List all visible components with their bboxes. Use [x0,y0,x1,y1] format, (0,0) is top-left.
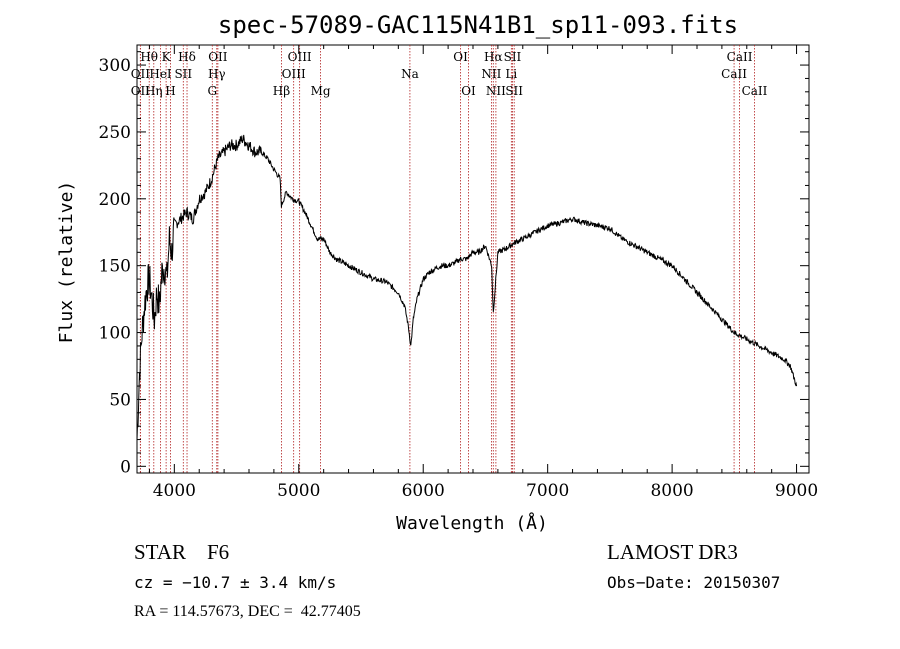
line-label-5: Hη [145,84,163,98]
line-label-15: Mg [311,84,331,98]
line-label-20: NII [481,67,501,81]
x-tick-label-1: 5000 [277,481,320,501]
line-label-22: SII [504,50,522,64]
spectral-line-labels: Hθ OII OII K HeI Hη Hδ SII H OII Hγ G Hβ OIII OIII Mg Na… [131,50,768,98]
line-label-21: NII [486,84,506,98]
x-tick-label-2: 6000 [402,481,445,501]
x-axis-ticks: 4000 5000 6000 7000 8000 9000 [148,45,818,501]
line-label-1: OII [131,67,151,81]
line-label-26: CaII [721,67,747,81]
object-class: STAR F6 [134,540,230,564]
line-label-23: Li [505,67,517,81]
line-label-18: OI [461,84,476,98]
line-label-8: H [165,84,175,98]
x-tick-label-4: 8000 [650,481,693,501]
line-label-13: OIII [288,50,312,64]
y-tick-label-6: 300 [99,56,131,76]
line-label-0: Hθ [140,50,158,64]
coordinates: RA = 114.57673, DEC = 42.77405 [134,603,361,620]
observation-date: Obs−Date: 20150307 [607,573,781,592]
x-tick-label-3: 7000 [526,481,569,501]
y-tick-label-0: 0 [120,457,131,477]
line-label-9: OII [208,50,228,64]
line-label-11: G [207,84,217,98]
line-label-6: Hδ [178,50,196,64]
line-label-10: Hγ [208,67,226,81]
y-tick-label-4: 200 [99,190,131,210]
line-label-24: SII [505,84,523,98]
line-label-2: OII [131,84,151,98]
y-tick-label-2: 100 [99,324,131,344]
x-tick-label-5: 9000 [775,481,818,501]
line-label-14: OIII [282,67,306,81]
plot-frame [136,44,810,474]
x-axis-label: Wavelength (Å) [396,512,548,534]
redshift-cz: cz = −10.7 ± 3.4 km/s [134,573,337,592]
line-label-25: CaII [727,50,753,64]
line-label-4: HeI [149,67,172,81]
survey-name: LAMOST DR3 [607,540,738,564]
y-tick-label-3: 150 [99,257,131,277]
y-axis-ticks: 0 50 100 150 200 250 300 [99,51,809,477]
chart-title: spec-57089-GAC115N41B1_sp11-093.fits [218,11,738,39]
x-tick-label-0: 4000 [153,481,196,501]
line-label-16: Na [401,67,419,81]
y-tick-label-1: 50 [109,390,131,410]
line-label-3: K [162,50,172,64]
line-label-12: Hβ [273,84,290,98]
y-axis-label: Flux (relative) [56,181,77,344]
spectrum-series-line [136,134,798,440]
line-label-27: CaII [742,84,768,98]
line-label-7: SII [174,67,192,81]
line-label-17: OI [453,50,468,64]
line-label-19: Hα [484,50,503,64]
y-tick-label-5: 250 [99,123,131,143]
